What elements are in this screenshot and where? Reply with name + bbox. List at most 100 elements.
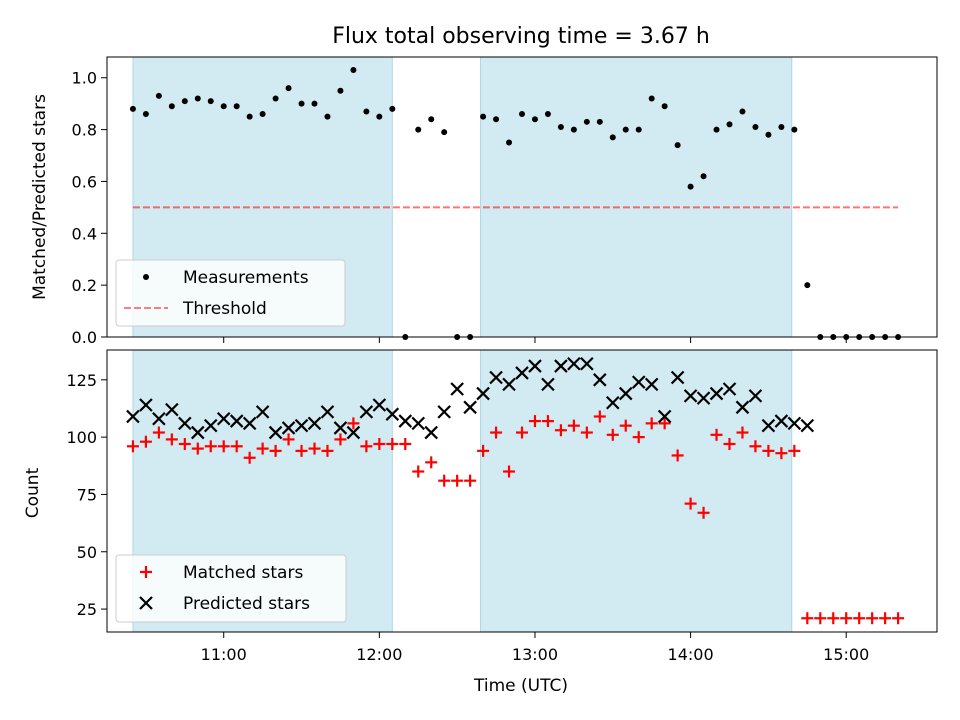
matched-star-point <box>516 426 528 439</box>
top-y-tick-label: 0.2 <box>72 276 97 295</box>
matched-star-point <box>762 444 775 457</box>
matched-star-point <box>451 474 464 487</box>
predicted-star-point <box>489 370 503 385</box>
bottom-y-axis-label: Count <box>23 467 43 518</box>
measurement-point <box>350 66 357 73</box>
predicted-star-point <box>476 386 490 401</box>
matched-star-point <box>567 419 580 432</box>
predicted-star-point <box>320 405 335 419</box>
predicted-star-point <box>437 405 451 419</box>
predicted-star-point <box>606 395 620 410</box>
predicted-star-point <box>593 373 607 387</box>
measurement-point <box>531 116 538 123</box>
top-x-ticks <box>223 337 847 343</box>
predicted-star-point <box>735 400 750 415</box>
predicted-star-point <box>618 386 633 401</box>
matched-star-point <box>295 444 308 457</box>
matched-star-point <box>866 612 879 625</box>
measurement-point <box>233 103 240 110</box>
bottom-panel: 25 50 75 100 125 11:00 12:00 13:00 14:00 15:00 C… <box>23 349 938 696</box>
matched-star-point <box>178 438 191 450</box>
predicted-star-point <box>644 377 659 392</box>
predicted-star-point <box>203 418 218 433</box>
top-y-axis-label: Matched/Predicted stars <box>30 94 50 300</box>
matched-star-point <box>425 456 438 469</box>
predicted-star-point <box>294 418 309 433</box>
bottom-y-tick-label: 100 <box>66 428 97 447</box>
predicted-star-point <box>450 382 464 396</box>
measurement-point <box>480 113 487 120</box>
measurement-point <box>506 139 513 146</box>
matched-star-point <box>334 433 347 446</box>
predicted-star-point <box>787 416 802 431</box>
top-y-axis: 0.0 0.2 0.4 0.6 0.8 1.0 <box>72 69 107 347</box>
top-y-tick-label: 0.8 <box>72 121 97 140</box>
matched-star-point <box>736 426 749 439</box>
matched-star-point <box>386 438 399 450</box>
measurement-point <box>168 103 175 110</box>
x-tick-label: 11:00 <box>201 645 247 664</box>
bottom-x-axis: 11:00 12:00 13:00 14:00 15:00 <box>201 632 869 664</box>
matched-star-point <box>308 442 321 455</box>
measurement-point <box>207 98 214 105</box>
predicted-star-point <box>178 416 192 431</box>
predicted-star-point <box>657 409 672 424</box>
measurement-point <box>389 105 396 112</box>
matched-star-point <box>801 612 814 625</box>
measurement-point <box>298 100 305 107</box>
top-legend-frame <box>115 259 346 327</box>
measurement-point <box>376 113 383 120</box>
measurement-point <box>674 142 681 149</box>
matched-star-point <box>256 442 269 455</box>
top-y-tick-label: 0.4 <box>72 224 97 243</box>
matched-star-point <box>827 612 840 625</box>
x-tick-label: 15:00 <box>823 645 869 664</box>
predicted-star-point <box>696 391 711 405</box>
matched-star-point <box>710 428 723 441</box>
predicted-star-point <box>281 421 296 435</box>
predicted-star-point <box>333 421 348 435</box>
predicted-star-point <box>359 405 374 419</box>
predicted-star-point <box>126 409 140 424</box>
predicted-star-point <box>541 377 555 392</box>
bottom-y-tick-label: 25 <box>77 600 97 619</box>
matched-star-point <box>165 433 178 446</box>
bottom-y-tick-label: 75 <box>77 485 97 504</box>
measurement-point <box>220 103 227 110</box>
predicted-star-point <box>268 425 283 440</box>
x-tick-label: 13:00 <box>512 645 558 664</box>
measurement-point <box>415 126 422 133</box>
matched-star-point <box>347 417 360 430</box>
top-legend: Measurements Threshold <box>115 259 346 327</box>
matched-star-point <box>399 438 412 450</box>
top-y-tick-label: 0.6 <box>72 172 97 191</box>
predicted-star-point <box>346 425 361 440</box>
matched-star-point <box>892 612 905 625</box>
bottom-y-tick-label: 125 <box>66 371 97 390</box>
bottom-legend: Matched stars Predicted stars <box>115 554 347 623</box>
matched-star-point <box>528 415 541 428</box>
predicted-star-point <box>139 398 153 412</box>
measurement-point <box>441 129 448 136</box>
measurement-point <box>765 131 772 138</box>
matched-star-point <box>606 428 619 441</box>
measurement-point <box>363 108 370 115</box>
matched-star-point <box>684 497 697 510</box>
bottom-legend-frame <box>115 554 347 623</box>
predicted-star-point <box>242 416 257 431</box>
top-y-tick-label: 1.0 <box>72 69 97 88</box>
measurement-point <box>544 111 551 118</box>
measurement-point <box>570 126 577 133</box>
measurement-point <box>285 85 292 92</box>
predicted-star-point <box>774 414 789 428</box>
matched-star-point <box>152 426 165 439</box>
measurements-legend-marker <box>143 274 149 280</box>
matched-star-point <box>619 419 632 432</box>
matched-star-point <box>243 451 256 464</box>
matched-star-point <box>840 612 853 625</box>
measurement-point <box>596 118 603 125</box>
chart-title: Flux total observing time = 3.67 h <box>332 24 710 49</box>
predicted-star-point <box>502 377 516 392</box>
matched-star-point <box>853 612 866 625</box>
